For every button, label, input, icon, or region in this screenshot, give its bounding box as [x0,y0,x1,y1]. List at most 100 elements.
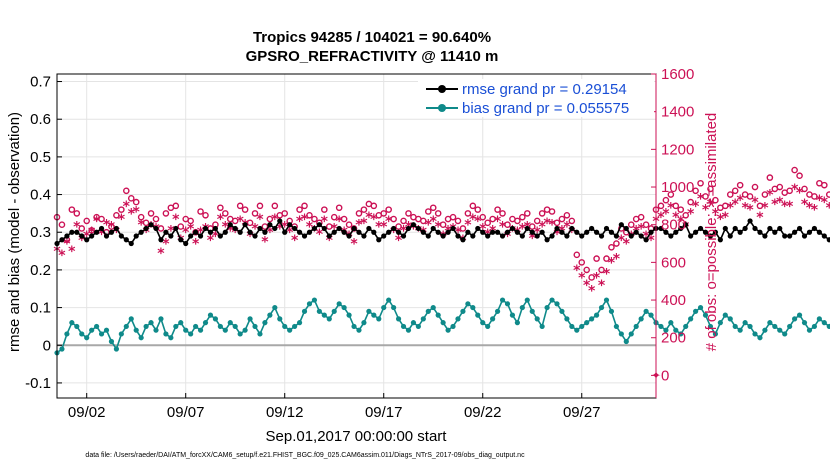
bias-point [801,320,808,326]
y2-tick-label: 800 [661,217,686,234]
bias-point [247,316,253,322]
bias-point [183,327,189,333]
assimilated-point: * [662,206,670,222]
possible-point [736,181,744,189]
bias-point [494,308,501,314]
possible-point [256,202,264,210]
rmse-point [158,237,164,243]
assimilated-point: * [618,233,626,249]
bias-point [593,312,600,318]
possible-point [484,219,491,227]
rmse-point [826,237,830,243]
assimilated-point: * [707,197,715,213]
rmse-point [683,222,689,228]
possible-point [756,202,764,210]
assimilated-point: * [375,220,383,236]
rmse-point [197,233,204,239]
bias-point [564,316,570,322]
rmse-point [183,240,189,247]
possible-point [113,211,120,219]
rmse-point [207,229,214,235]
possible-point [325,223,333,230]
possible-point [127,195,135,202]
possible-point [197,208,204,215]
y-tick-label: 0.7 [30,74,51,91]
possible-point [761,191,769,198]
possible-point [603,255,610,262]
possible-point [825,191,830,198]
rmse-point [346,233,352,239]
assimilated-point: * [162,237,170,253]
rmse-point [589,225,595,232]
assimilated-point: * [583,278,591,294]
assimilated-point: * [543,216,551,232]
assimilated-point: * [336,214,344,230]
bias-point [485,323,491,330]
bias-point [143,323,149,330]
rmse-point [554,225,560,232]
assimilated-point: * [504,229,512,245]
assimilated-point: * [266,225,274,241]
assimilated-point: * [613,252,621,268]
bias-point [287,327,293,333]
rmse-point [128,240,134,247]
rmse-point [752,225,758,232]
possible-point [390,215,397,223]
bias-point [712,331,719,337]
rmse-point [366,225,372,232]
bias-point [663,327,669,333]
possible-point [726,191,734,198]
assimilated-point: * [68,244,76,260]
possible-point [246,219,254,227]
rmse-point [410,222,417,228]
rmse-point [321,225,327,232]
assimilated-point: * [781,199,789,215]
possible-point [98,215,105,223]
bias-point [168,335,174,341]
bias-point [217,323,223,330]
bias-point [668,320,674,326]
rmse-point [193,229,199,235]
rmse-point [811,225,818,232]
bias-point [113,346,120,352]
rmse-point [722,225,728,232]
assimilated-point: * [479,221,487,237]
assimilated-point: * [83,229,91,245]
bias-point [188,331,194,337]
bias-point [598,304,605,311]
bias-point [524,297,530,303]
rmse-point [415,225,421,232]
possible-point [271,202,279,210]
possible-point [137,213,145,221]
assimilated-point: * [623,237,631,253]
rmse-point [381,233,387,239]
rmse-point [519,233,525,239]
bias-point [296,320,303,326]
assimilated-point: * [128,206,136,222]
y-tick-label: 0.6 [30,111,51,128]
assimilated-point: * [217,212,225,228]
y-tick-label: 0.5 [30,149,51,166]
rmse-point [737,229,743,235]
rmse-point [301,233,308,239]
possible-point [489,215,496,223]
assimilated-point: * [791,182,799,198]
assimilated-point: * [687,206,695,222]
assimilated-point: * [573,263,581,279]
rmse-point [311,225,318,232]
bias-point [321,312,327,318]
rmse-point [787,233,793,239]
rmse-point [584,229,590,235]
assimilated-point: * [301,212,309,228]
bias-point [475,312,481,318]
rmse-point [123,237,129,243]
rmse-point [84,237,90,243]
possible-point [514,217,521,225]
rmse-point [143,225,149,232]
bias-point [465,301,471,307]
bias-point [222,327,228,333]
rmse-point [89,233,95,239]
possible-point [241,206,249,213]
rmse-point [475,225,481,232]
rmse-point [564,233,570,239]
